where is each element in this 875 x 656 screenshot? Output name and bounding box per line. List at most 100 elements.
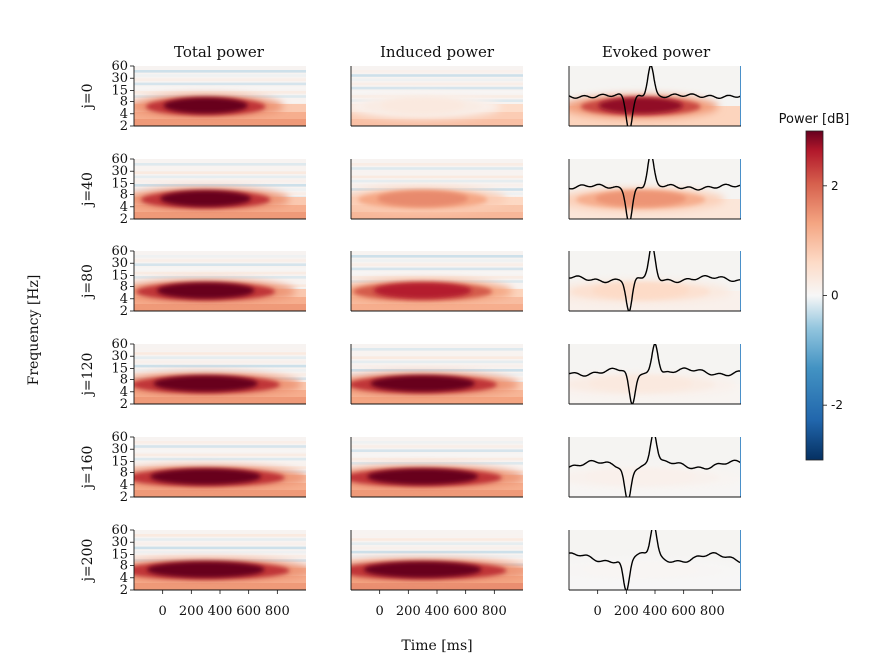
panel-content (134, 344, 306, 404)
noise-stripe (134, 276, 306, 279)
noise-stripe (134, 546, 306, 550)
x-tick-label: 400 (425, 604, 450, 619)
noise-stripe (351, 356, 523, 359)
x-tick-label: 0 (594, 604, 602, 619)
low-band (351, 397, 523, 404)
noise-stripe (134, 364, 306, 368)
x-tick-label: 400 (208, 604, 233, 619)
panel (133, 530, 306, 591)
y-tick-label: 8 (120, 373, 128, 388)
panel-content (351, 437, 523, 497)
low-band (351, 304, 523, 311)
y-tick-label: 15 (111, 361, 128, 376)
low-band (351, 119, 523, 126)
y-tick-label: 60 (111, 244, 128, 259)
power-blob-core (591, 282, 690, 299)
power-blob-core (150, 468, 262, 485)
noise-stripe (134, 78, 306, 81)
x-tick-label: 600 (671, 604, 696, 619)
y-tick-label: 60 (111, 523, 128, 538)
y-tick-label: 2 (120, 490, 128, 505)
colorbar-tick-label: 0 (831, 289, 839, 303)
noise-stripe (351, 555, 523, 558)
column-title-total: Total power (174, 43, 265, 61)
noise-stripe (351, 546, 523, 550)
noise-stripe (134, 163, 306, 166)
noise-stripe (351, 538, 523, 541)
power-blob-core (377, 190, 469, 207)
power-blob-core (373, 282, 472, 299)
panel-content (569, 66, 741, 126)
noise-stripe (134, 263, 306, 266)
y-tick-label: 60 (111, 337, 128, 352)
panel (350, 344, 523, 405)
x-tick-label: 600 (236, 604, 261, 619)
panel (350, 437, 523, 498)
y-tick-label: 2 (120, 304, 128, 319)
noise-stripe (134, 86, 306, 90)
x-axis-label: Time [ms] (401, 638, 472, 654)
noise-stripe (351, 360, 523, 364)
y-tick-label: 60 (111, 152, 128, 167)
noise-stripe (351, 259, 523, 262)
y-tick-label: 15 (111, 83, 128, 98)
noise-stripe (351, 167, 523, 170)
low-band (134, 119, 306, 126)
x-tick-label: 200 (396, 604, 421, 619)
row-label: j=80 (80, 264, 96, 300)
colorbar-scale (805, 130, 824, 461)
noise-stripe (351, 352, 523, 355)
y-tick-label: 4 (120, 385, 128, 400)
noise-stripe (134, 171, 306, 174)
noise-stripe (134, 175, 306, 179)
noise-stripe (351, 364, 523, 368)
noise-stripe (351, 449, 523, 452)
noise-stripe (351, 184, 523, 187)
noise-stripe (351, 276, 523, 279)
row-label: j=0 (80, 84, 96, 111)
noise-stripe (134, 550, 306, 554)
panel-content (351, 344, 523, 404)
low-band (134, 397, 306, 404)
y-tick-label: 15 (111, 268, 128, 283)
power-blob-core (160, 190, 252, 207)
low-band (351, 212, 523, 219)
x-tick-label: 0 (376, 604, 384, 619)
low-band (351, 490, 523, 497)
noise-stripe (134, 255, 306, 258)
noise-stripe (351, 255, 523, 258)
noise-stripe (134, 369, 306, 372)
y-axis-label: Frequency [Hz] (26, 275, 42, 386)
y-tick-label: 4 (120, 107, 128, 122)
panel (133, 251, 306, 312)
noise-stripe (351, 163, 523, 166)
x-tick-label: 400 (643, 604, 668, 619)
y-tick-label: 60 (111, 430, 128, 445)
noise-stripe (351, 462, 523, 465)
noise-stripe (351, 271, 523, 275)
y-tick-label: 30 (111, 71, 128, 86)
noise-stripe (134, 542, 306, 545)
panel (133, 344, 306, 405)
y-tick-label: 2 (120, 119, 128, 134)
low-band (134, 304, 306, 311)
power-blob-core (581, 561, 700, 578)
panel-content (351, 159, 523, 219)
colorbar-tick-label: -2 (831, 398, 843, 412)
y-tick-label: 4 (120, 200, 128, 215)
noise-stripe (351, 86, 523, 90)
panel-content (569, 159, 741, 219)
evoked-trace (569, 530, 741, 590)
panel (568, 530, 741, 591)
noise-stripe (134, 538, 306, 541)
y-tick-label: 2 (120, 212, 128, 227)
panel-content (351, 66, 523, 126)
panel-content (351, 251, 523, 311)
low-band (134, 212, 306, 219)
evoked-trace (569, 251, 741, 311)
row-label: j=120 (80, 353, 96, 398)
power-blob-core (153, 375, 258, 392)
noise-stripe (134, 82, 306, 86)
evoked-trace (569, 437, 741, 497)
noise-stripe (134, 555, 306, 558)
